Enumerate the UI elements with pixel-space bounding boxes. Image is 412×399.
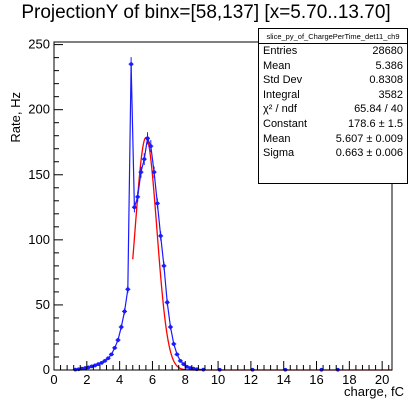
x-tick-label: 10 bbox=[211, 372, 225, 387]
y-tick-label: 100 bbox=[28, 232, 50, 247]
stats-label: Std Dev bbox=[263, 74, 303, 87]
x-tick-label: 18 bbox=[342, 372, 356, 387]
x-axis-label: charge, fC bbox=[344, 384, 404, 399]
data-point bbox=[158, 234, 163, 238]
data-point bbox=[181, 362, 186, 367]
data-point bbox=[132, 205, 137, 210]
stats-row: Constant 178.6 ± 1.5 bbox=[259, 117, 407, 132]
data-point bbox=[106, 356, 111, 361]
stats-value: 65.84 / 40 bbox=[354, 103, 403, 116]
data-point bbox=[112, 345, 117, 350]
data-point bbox=[152, 170, 156, 175]
stats-label: Sigma bbox=[263, 147, 295, 160]
y-tick-label: 0 bbox=[43, 362, 50, 377]
stats-value: 28680 bbox=[372, 45, 403, 57]
plot-frame bbox=[53, 41, 393, 371]
data-point bbox=[99, 360, 104, 365]
data-point bbox=[178, 358, 183, 363]
data-point bbox=[162, 263, 166, 268]
data-point bbox=[135, 194, 140, 199]
stats-label: Integral bbox=[263, 88, 300, 101]
data-point bbox=[125, 287, 130, 292]
stats-name: slice_py_of_ChargePerTime_det11_ch9 bbox=[259, 29, 407, 44]
stats-row: Sigma 0.663 ± 0.006 bbox=[259, 146, 407, 161]
data-point bbox=[148, 144, 153, 149]
stats-label: Mean bbox=[263, 132, 291, 145]
stats-row: Entries 28680 bbox=[259, 44, 407, 59]
data-point bbox=[122, 309, 127, 314]
x-tick-label: 8 bbox=[182, 372, 189, 387]
stats-value: 0.8308 bbox=[369, 74, 403, 87]
stats-row: χ² / ndf 65.84 / 40 bbox=[259, 102, 407, 117]
data-line bbox=[75, 64, 204, 371]
stats-box: slice_py_of_ChargePerTime_det11_ch9 Entr… bbox=[258, 28, 408, 184]
x-tick-label: 12 bbox=[244, 372, 258, 387]
y-axis-label: Rate, Hz bbox=[8, 92, 23, 143]
stats-row: Std Dev 0.8308 bbox=[259, 73, 407, 88]
data-point bbox=[102, 358, 107, 363]
x-tick-label: 2 bbox=[83, 372, 90, 387]
data-point bbox=[145, 136, 150, 141]
stats-label: χ² / ndf bbox=[263, 103, 297, 116]
stats-label: Mean bbox=[263, 59, 291, 72]
data-point bbox=[165, 300, 170, 305]
data-point bbox=[171, 342, 176, 346]
y-tick-label: 200 bbox=[28, 102, 50, 117]
y-tick-label: 150 bbox=[28, 167, 50, 182]
x-tick-label: 16 bbox=[309, 372, 323, 387]
y-tick-label: 50 bbox=[36, 297, 50, 312]
stats-value: 5.607 ± 0.009 bbox=[335, 132, 403, 145]
stats-row: Mean 5.607 ± 0.009 bbox=[259, 132, 407, 147]
data-point bbox=[129, 62, 134, 67]
data-point bbox=[116, 338, 120, 342]
stats-value: 178.6 ± 1.5 bbox=[348, 117, 403, 130]
data-point bbox=[155, 201, 160, 206]
x-tick-label: 6 bbox=[149, 372, 156, 387]
data-point bbox=[175, 352, 179, 357]
data-point bbox=[142, 157, 147, 162]
chart-title: ProjectionY of binx=[58,137] [x=5.70..13… bbox=[21, 2, 391, 23]
data-point bbox=[139, 170, 143, 175]
data-point bbox=[109, 352, 114, 357]
x-tick-label: 20 bbox=[375, 372, 389, 387]
x-tick-label: 4 bbox=[116, 372, 123, 387]
data-point bbox=[119, 325, 124, 329]
stats-label: Entries bbox=[263, 45, 298, 57]
data-point bbox=[168, 325, 173, 329]
stats-row: Integral 3582 bbox=[259, 88, 407, 103]
stats-value: 5.386 bbox=[375, 59, 403, 72]
stats-value: 3582 bbox=[378, 88, 403, 101]
stats-label: Constant bbox=[263, 117, 308, 130]
x-tick-label: 14 bbox=[276, 372, 290, 387]
y-tick-label: 250 bbox=[28, 37, 50, 52]
x-tick-label: 0 bbox=[50, 372, 57, 387]
stats-value: 0.663 ± 0.006 bbox=[335, 147, 403, 160]
stats-row: Mean 5.386 bbox=[259, 59, 407, 74]
